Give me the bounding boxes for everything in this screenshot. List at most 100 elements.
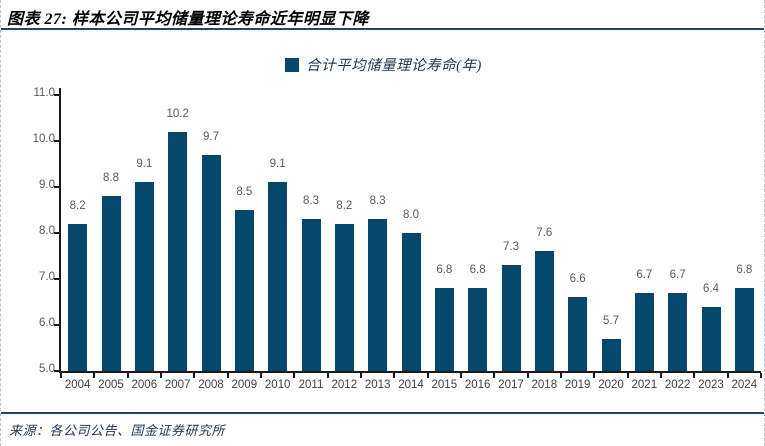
legend: 合计平均储量理论寿命(年): [1, 54, 764, 75]
x-tick-label: 2017: [498, 379, 524, 391]
bar: [501, 265, 521, 371]
x-tick: [493, 373, 496, 378]
bar: [101, 196, 121, 371]
bar: [668, 292, 688, 371]
title-divider: [1, 28, 764, 30]
x-tick: [326, 373, 329, 378]
bar-value-label: 5.7: [603, 314, 619, 327]
legend-marker-icon: [285, 57, 300, 72]
bar-value-label: 6.7: [669, 268, 686, 281]
x-tick-label: 2020: [598, 379, 624, 391]
bar: [168, 131, 188, 371]
y-tick-label: 8.0: [39, 225, 55, 237]
y-tick: [54, 278, 59, 280]
bar: [401, 233, 421, 371]
bar: [701, 306, 721, 371]
y-tick-label: 11.0: [33, 87, 55, 99]
bar-value-label: 6.6: [569, 273, 586, 286]
x-tick-label: 2019: [564, 379, 591, 391]
x-tick: [526, 373, 529, 378]
bar-value-label: 7.6: [536, 227, 553, 240]
x-tick: [293, 373, 296, 378]
legend-label: 合计平均储量理论寿命(年): [306, 58, 482, 74]
x-tick: [726, 373, 729, 378]
bar: [334, 223, 354, 371]
x-tick-label: 2022: [664, 379, 691, 391]
bar: [234, 210, 254, 371]
bar-value-label: 6.4: [703, 282, 719, 295]
bar-value-label: 8.2: [69, 199, 86, 212]
bar-value-label: 9.1: [269, 158, 286, 171]
bar-value-label: 9.1: [136, 158, 153, 171]
bar-value-label: 8.2: [336, 199, 353, 212]
x-tick-label: 2023: [698, 379, 724, 391]
bar: [134, 182, 154, 371]
bar: [201, 154, 221, 371]
x-tick: [360, 373, 362, 378]
x-tick-label: 2024: [731, 379, 758, 391]
bar-value-label: 10.2: [166, 107, 189, 120]
bar-value-label: 6.7: [636, 268, 653, 281]
bar: [434, 288, 454, 371]
x-tick-label: 2004: [64, 379, 91, 391]
bar: [601, 338, 621, 371]
y-axis: [59, 88, 61, 373]
y-tick-label: 10.0: [32, 133, 55, 145]
x-tick: [460, 373, 462, 378]
chart-title: 图表 27: 样本公司平均储量理论寿命近年明显下降: [7, 11, 369, 28]
x-tick: [693, 373, 696, 378]
x-tick: [160, 373, 162, 378]
x-tick: [93, 373, 96, 378]
x-tick-label: 2011: [298, 379, 324, 391]
x-axis: [59, 371, 761, 373]
bar: [68, 223, 88, 371]
footer-divider: [1, 412, 764, 414]
x-tick: [126, 373, 129, 378]
x-tick-label: 2013: [364, 379, 391, 391]
y-tick: [54, 186, 59, 188]
x-tick: [626, 373, 629, 378]
x-tick-label: 2012: [331, 379, 358, 391]
x-tick-label: 2006: [131, 379, 158, 391]
x-tick: [760, 373, 762, 378]
bar: [368, 219, 388, 371]
x-tick-label: 2010: [264, 379, 291, 391]
bar-value-label: 6.8: [436, 264, 453, 277]
y-tick: [54, 370, 59, 372]
x-tick: [426, 373, 429, 378]
y-tick: [54, 140, 59, 142]
bar: [468, 288, 488, 371]
x-tick: [393, 373, 396, 378]
x-tick-label: 2018: [531, 379, 558, 391]
y-tick: [54, 324, 59, 326]
bar-value-label: 7.3: [503, 241, 519, 254]
bar-value-label: 8.0: [403, 209, 419, 221]
x-tick-label: 2005: [98, 379, 124, 391]
source-text: 来源：各公司公告、国金证券研究所: [9, 423, 226, 438]
bar: [568, 297, 588, 371]
x-tick: [660, 373, 662, 378]
x-tick: [226, 373, 229, 378]
bar-value-label: 6.8: [736, 264, 753, 277]
bar-value-label: 8.5: [236, 186, 253, 198]
x-tick-label: 2014: [398, 379, 424, 391]
x-tick: [193, 373, 196, 378]
x-tick-label: 2008: [198, 379, 224, 391]
x-tick: [60, 373, 62, 378]
x-tick-label: 2016: [464, 379, 491, 391]
x-tick: [560, 373, 562, 378]
y-tick: [54, 232, 59, 234]
bar: [634, 292, 654, 371]
bar-value-label: 8.8: [103, 172, 119, 185]
y-tick-label: 7.0: [39, 271, 55, 283]
bar-value-label: 8.3: [303, 195, 319, 208]
bar-value-label: 9.7: [203, 130, 219, 143]
bar-value-label: 8.3: [369, 195, 386, 208]
x-tick-label: 2007: [164, 379, 191, 391]
bar: [268, 182, 288, 371]
x-tick-label: 2009: [231, 379, 258, 391]
y-tick-label: 5.0: [39, 363, 55, 375]
y-tick-label: 6.0: [39, 317, 55, 329]
